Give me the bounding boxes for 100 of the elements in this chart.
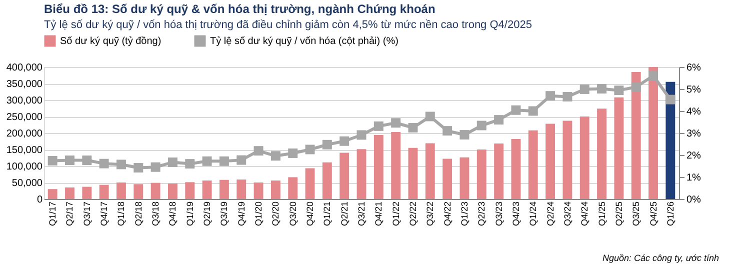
point xyxy=(340,136,350,146)
bar xyxy=(219,180,229,199)
bar xyxy=(254,182,264,199)
x-tick-label: Q1/25 xyxy=(596,202,607,226)
bar xyxy=(356,149,366,199)
point xyxy=(48,156,58,166)
y-tick-label: 200,000 xyxy=(6,128,43,140)
x-tick-label: Q3/20 xyxy=(288,202,298,226)
point xyxy=(408,122,418,132)
bar xyxy=(65,187,74,199)
bar xyxy=(374,134,384,199)
x-tick-label: Q1/22 xyxy=(390,202,401,226)
point xyxy=(597,84,607,94)
point xyxy=(288,148,298,158)
y2-tick-label: 1% xyxy=(686,172,702,184)
bar xyxy=(202,180,212,199)
y-tick-label: 50,000 xyxy=(12,178,43,189)
x-tick-label: Q2/25 xyxy=(614,202,624,226)
x-tick-label: Q2/21 xyxy=(339,202,350,226)
point xyxy=(614,86,624,96)
bar xyxy=(168,183,178,199)
point xyxy=(116,160,126,170)
bar xyxy=(597,108,606,199)
y2-tick-label: 5% xyxy=(686,84,702,96)
bar xyxy=(270,180,280,199)
point xyxy=(236,155,246,165)
bar xyxy=(528,130,538,199)
x-tick-label: Q3/19 xyxy=(219,202,230,226)
y-tick-label: 400,000 xyxy=(6,62,43,74)
x-tick-label: Q4/22 xyxy=(442,202,452,226)
y2-tick-label: 0% xyxy=(686,194,702,206)
bar xyxy=(99,184,109,199)
y2-tick-label: 3% xyxy=(686,128,702,140)
x-tick-label: Q4/21 xyxy=(374,202,384,226)
x-tick-label: Q1/17 xyxy=(48,202,58,226)
point xyxy=(528,106,538,116)
bar xyxy=(305,168,315,199)
bar xyxy=(150,182,160,199)
x-tick-label: Q2/23 xyxy=(476,202,487,226)
point xyxy=(460,130,470,140)
point xyxy=(442,126,452,136)
x-tick-label: Q1/24 xyxy=(528,202,538,226)
y-tick-label: 300,000 xyxy=(6,96,43,106)
point xyxy=(391,118,401,128)
y-tick-label: 350,000 xyxy=(6,79,43,90)
x-tick-label: Q3/25 xyxy=(631,202,642,226)
x-tick-label: Q2/22 xyxy=(408,202,418,226)
bar xyxy=(116,182,126,199)
point xyxy=(580,84,590,94)
point xyxy=(666,94,676,104)
bar xyxy=(511,138,521,199)
bar xyxy=(614,97,624,199)
point xyxy=(219,156,229,166)
x-tick-label: Q2/18 xyxy=(133,202,144,226)
point xyxy=(425,112,435,122)
chart-title: Biểu đồ 13: Số dư ký quỹ & vốn hóa thị trường, ngành Chứng khoán xyxy=(44,2,436,16)
point xyxy=(168,158,178,168)
x-tick-label: Q4/25 xyxy=(648,202,658,226)
bar xyxy=(580,116,590,199)
x-tick-label: Q3/24 xyxy=(562,202,572,226)
bar xyxy=(562,120,572,199)
point xyxy=(476,120,486,130)
x-tick-label: Q1/21 xyxy=(322,202,332,226)
y-tick-label: 0 xyxy=(36,194,43,206)
x-tick-label: Q2/17 xyxy=(64,202,75,226)
x-tick-label: Q2/24 xyxy=(545,202,556,226)
point xyxy=(494,115,504,125)
x-tick-label: Q4/24 xyxy=(580,202,590,226)
bar xyxy=(546,124,556,199)
point xyxy=(270,151,280,161)
x-tick-label: Q2/20 xyxy=(270,202,281,226)
bar xyxy=(494,144,504,199)
x-tick-label: Q3/21 xyxy=(356,202,366,226)
x-tick-label: Q3/22 xyxy=(425,202,436,226)
x-tick-label: Q1/20 xyxy=(254,202,264,226)
point xyxy=(82,156,92,166)
bar xyxy=(134,184,144,199)
y2-tick-label: 2% xyxy=(686,150,702,162)
x-tick-label: Q2/19 xyxy=(202,202,212,226)
y-tick-label: 100,000 xyxy=(6,162,43,172)
x-tick-label: Q1/26 xyxy=(665,202,676,226)
x-tick-label: Q4/19 xyxy=(236,202,246,226)
point xyxy=(631,82,641,92)
y2-tick-label: 4% xyxy=(686,106,702,118)
x-tick-label: Q1/18 xyxy=(116,202,126,226)
point xyxy=(305,144,315,154)
point xyxy=(254,146,264,156)
bar xyxy=(408,148,418,199)
point xyxy=(134,163,144,173)
point xyxy=(648,71,658,81)
point xyxy=(356,130,366,140)
point xyxy=(374,121,384,131)
x-tick-label: Q4/20 xyxy=(305,202,316,226)
bar xyxy=(185,182,195,199)
bar xyxy=(322,162,332,199)
point xyxy=(562,92,572,102)
x-tick-label: Q1/19 xyxy=(184,202,195,226)
text: Nguồn: Các công ty, ước tính xyxy=(602,253,719,263)
bar xyxy=(442,158,452,199)
legend-label: Số dư ký quỹ (tỷ đồng) xyxy=(60,36,162,47)
